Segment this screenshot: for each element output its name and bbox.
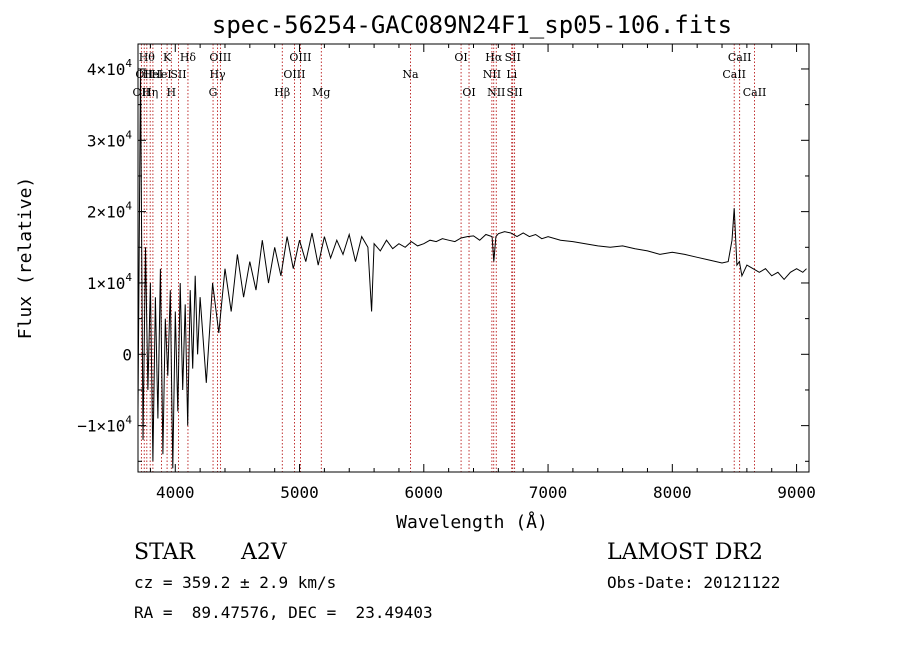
- y-tick-label: 0: [122, 345, 132, 364]
- annotation-label: G: [209, 86, 218, 99]
- x-tick-label: 9000: [777, 483, 816, 502]
- y-axis-ticks: −1×104 0 1×104 2×104 3×104 4×104: [77, 57, 809, 462]
- annotation-label: NII: [483, 68, 501, 81]
- annotation-label: HeI: [151, 68, 171, 81]
- annotation-label: OII: [135, 68, 153, 81]
- redshift-text: cz = 359.2 ± 2.9 km/s: [134, 573, 337, 592]
- x-tick-label: 4000: [156, 483, 195, 502]
- plot-frame: [137, 43, 810, 473]
- annotation-lines: [140, 44, 755, 472]
- annotation-label: Mg: [312, 86, 330, 99]
- annotation-label: OIII: [289, 51, 311, 64]
- annotation-labels: OIIOIIHθHηHeIHeIKHSIIHδGHγOIIIHβOIIIOIII…: [132, 51, 766, 99]
- x-tick-label: 6000: [405, 483, 444, 502]
- annotation-label: OI: [462, 86, 475, 99]
- annotation-label: K: [163, 51, 172, 64]
- x-tick-label: 5000: [280, 483, 319, 502]
- y-tick-label: 2×104: [87, 200, 133, 222]
- y-axis-label: Flux (relative): [15, 177, 36, 340]
- object-subclass: A2V: [241, 540, 287, 565]
- annotation-label: OIII: [209, 51, 231, 64]
- annotation-label: Hα: [485, 51, 503, 64]
- annotation-label: SII: [507, 86, 523, 99]
- object-class: STAR: [134, 540, 195, 565]
- coordinates-text: RA = 89.47576, DEC = 23.49403: [134, 603, 433, 622]
- annotation-label: CaII: [743, 86, 767, 99]
- annotation-label: CaII: [728, 51, 752, 64]
- survey-name: LAMOST DR2: [607, 540, 763, 565]
- y-tick-label: 1×104: [87, 271, 133, 293]
- flux-series-line: [137, 68, 807, 469]
- chart-title: spec-56254-GAC089N24F1_sp05-106.fits: [212, 11, 732, 39]
- annotation-label: OI: [454, 51, 467, 64]
- annotation-label: Hβ: [274, 86, 290, 99]
- annotation-label: Hδ: [180, 51, 197, 64]
- annotation-label: Hη: [142, 86, 158, 99]
- annotation-label: SII: [505, 51, 521, 64]
- y-tick-label: 4×104: [87, 57, 133, 79]
- annotation-label: Li: [506, 68, 517, 81]
- annotation-label: OIII: [283, 68, 305, 81]
- x-axis-label: Wavelength (Å): [396, 511, 548, 533]
- y-tick-label: 3×104: [87, 128, 133, 150]
- x-tick-label: 8000: [653, 483, 692, 502]
- x-axis-ticks: 4000 5000 6000 7000 8000 9000: [149, 44, 816, 502]
- annotation-label: Hγ: [209, 68, 226, 81]
- annotation-label: OII: [132, 86, 150, 99]
- y-tick-label: −1×104: [77, 414, 132, 436]
- annotation-label: H: [167, 86, 177, 99]
- x-tick-label: 7000: [529, 483, 568, 502]
- annotation-label: Hθ: [139, 51, 156, 64]
- obs-date-text: Obs-Date: 20121122: [607, 573, 781, 592]
- annotation-label: NII: [487, 86, 505, 99]
- annotation-label: SII: [170, 68, 186, 81]
- annotation-label: HeI: [143, 68, 163, 81]
- annotation-label: Na: [402, 68, 419, 81]
- annotation-label: CaII: [722, 68, 746, 81]
